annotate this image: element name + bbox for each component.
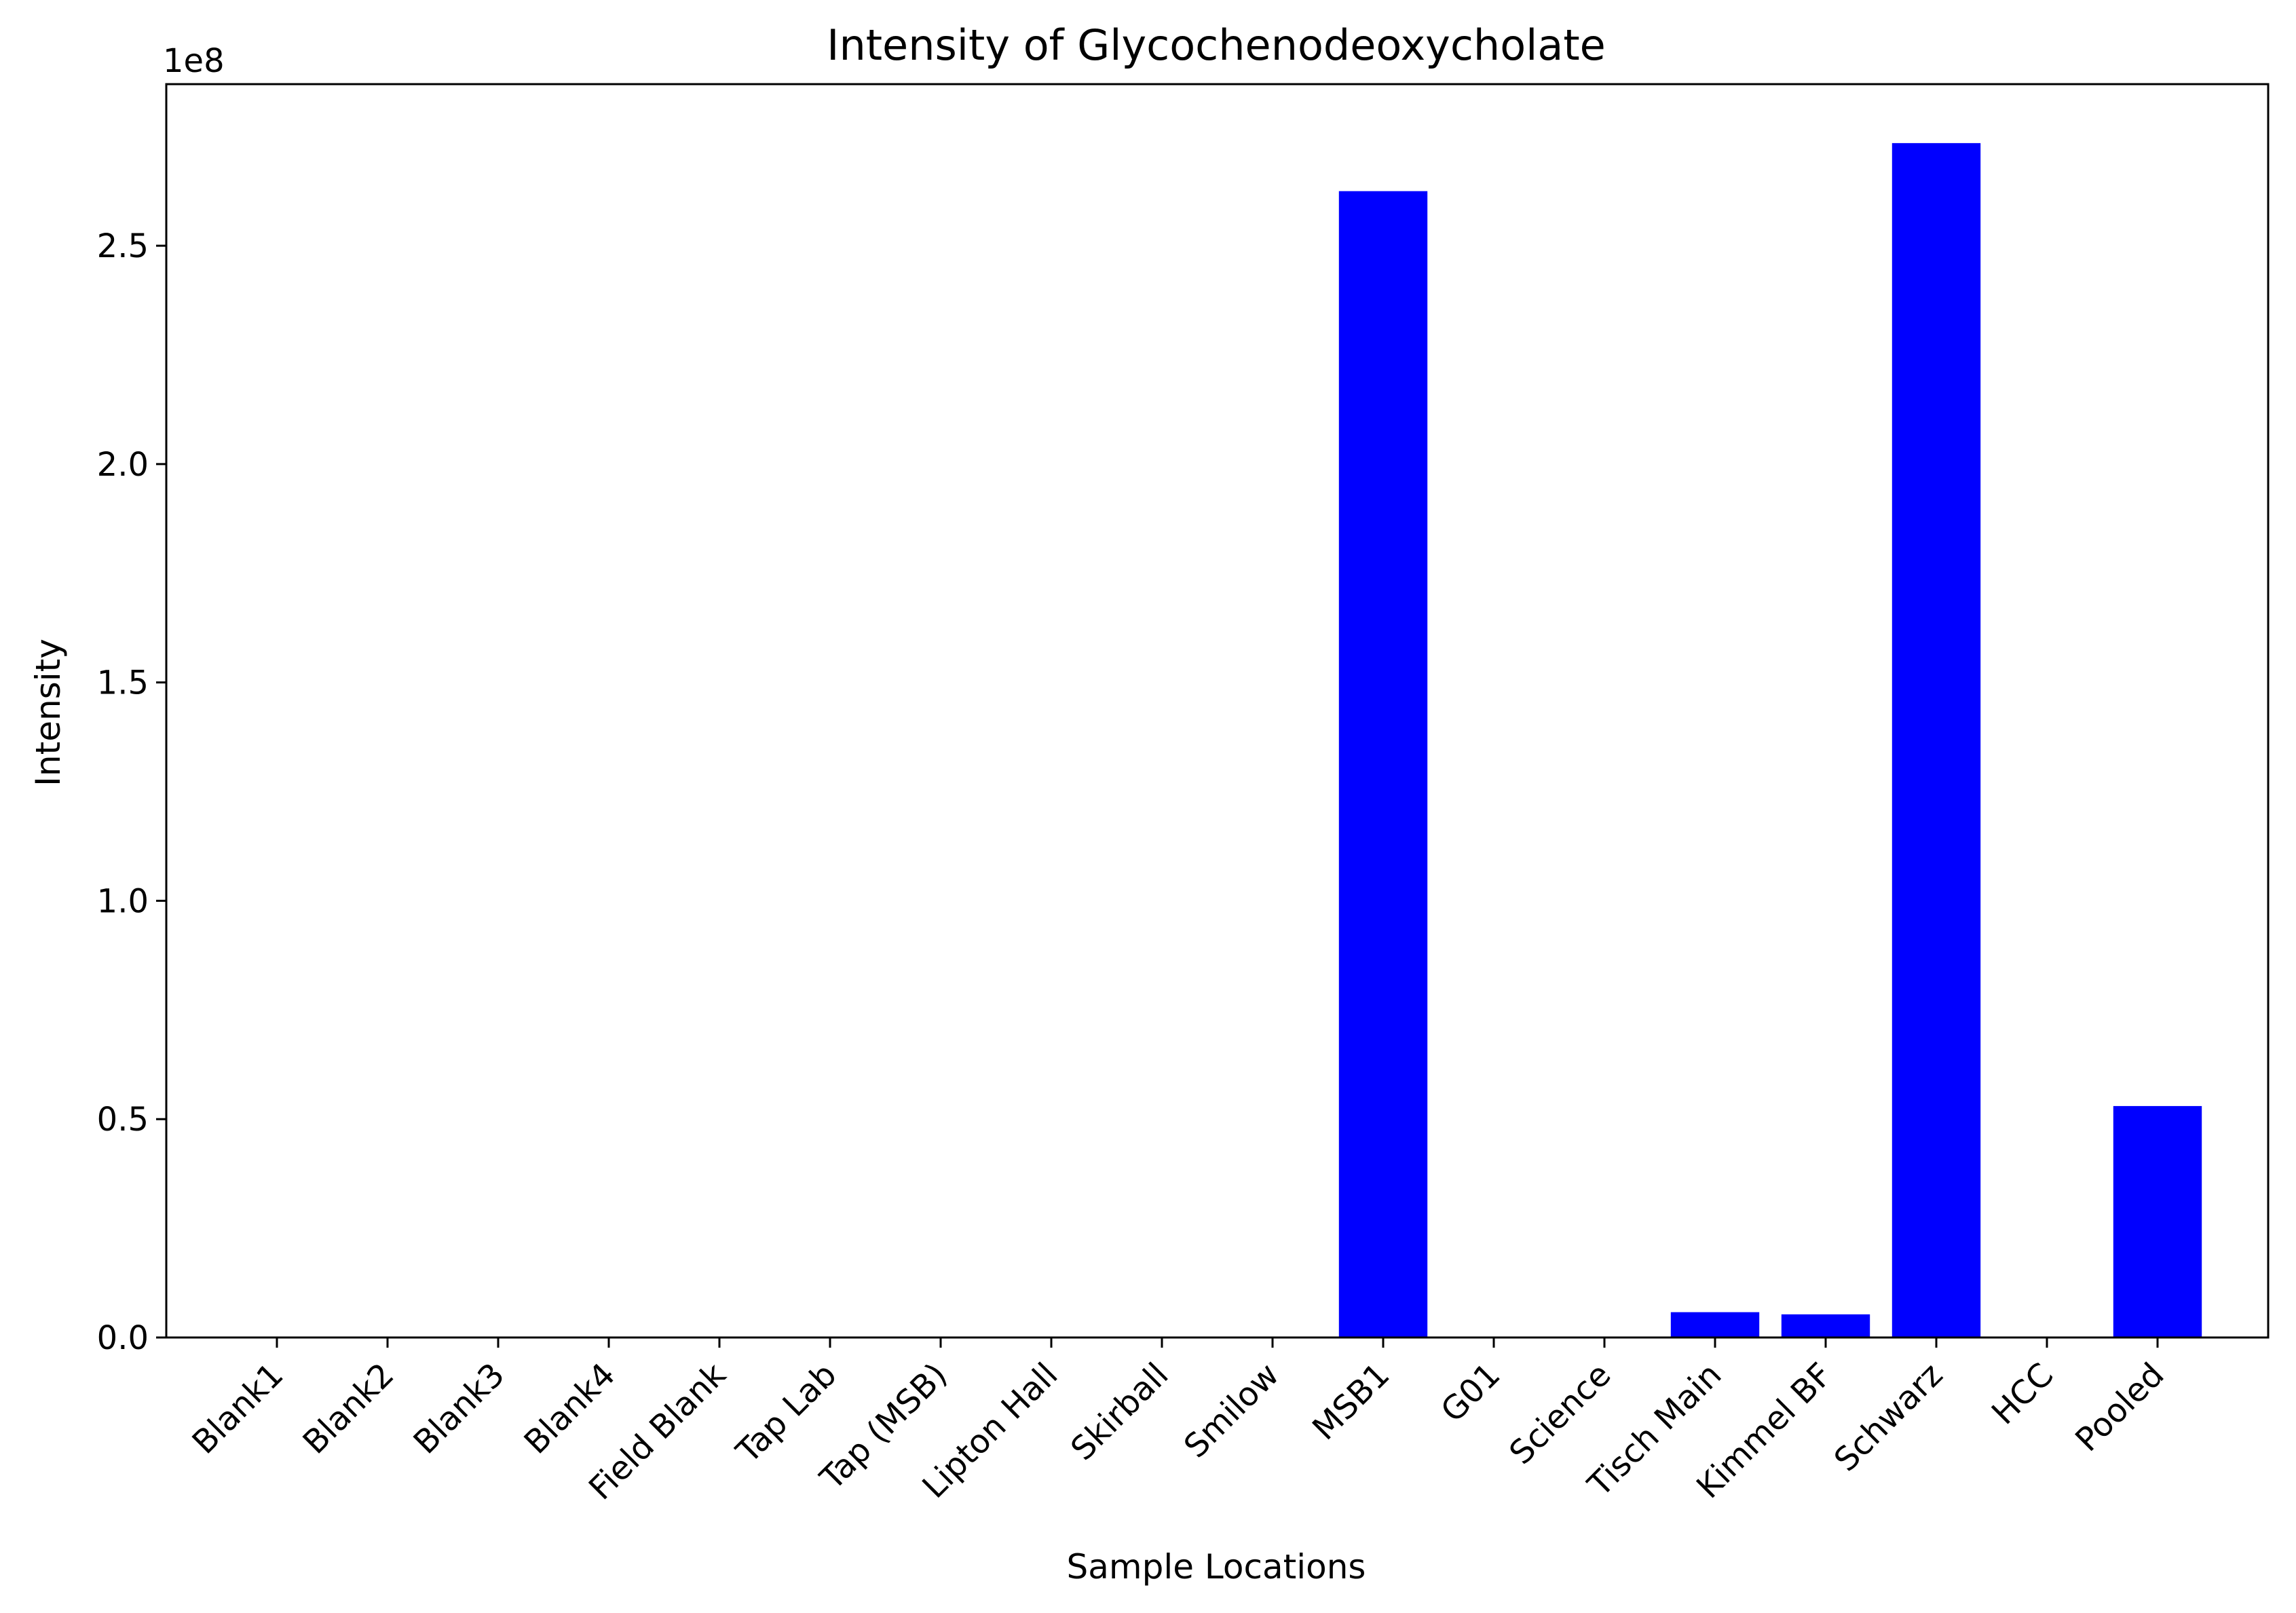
x-tick-label: G01	[1433, 1356, 1507, 1430]
y-ticks-group: 0.0 0.5 1.0 1.5 2.0 2.5	[97, 227, 166, 1357]
x-tick-label: MSB1	[1305, 1356, 1397, 1447]
bar	[1338, 191, 1428, 1337]
y-tick-label: 2.5	[97, 227, 149, 265]
bar	[1670, 1312, 1760, 1337]
x-tick-label: Skirball	[1064, 1356, 1175, 1468]
y-tick-label: 0.0	[97, 1319, 149, 1357]
bars-group	[1338, 143, 2202, 1338]
x-tick-label: Science	[1502, 1356, 1618, 1472]
chart-title: Intensity of Glycochenodeoxycholate	[827, 20, 1606, 70]
y-tick-label: 0.5	[97, 1101, 149, 1139]
x-tick-label: Blank3	[407, 1356, 512, 1462]
y-tick-label: 1.0	[97, 882, 149, 920]
bar	[1781, 1314, 1870, 1337]
y-axis-label: Intensity	[29, 639, 68, 786]
x-tick-label: Blank1	[185, 1356, 291, 1462]
y-tick-label: 1.5	[97, 664, 149, 702]
x-tick-label: Blank2	[296, 1356, 402, 1462]
x-tick-label: Smilow	[1177, 1356, 1287, 1466]
bar	[1892, 143, 1981, 1338]
x-tick-label: Pooled	[2068, 1356, 2171, 1459]
x-tick-label: HCC	[1984, 1356, 2061, 1432]
y-tick-label: 2.0	[97, 446, 149, 484]
x-tick-label: Schwarz	[1827, 1356, 1951, 1479]
x-axis-label: Sample Locations	[1067, 1547, 1366, 1587]
x-tick-label: Blank4	[517, 1356, 623, 1462]
bar	[2113, 1105, 2202, 1337]
y-offset-label: 1e8	[163, 42, 225, 80]
x-tick-label: Tap Lab	[729, 1356, 844, 1471]
plot-frame	[165, 83, 2270, 1339]
